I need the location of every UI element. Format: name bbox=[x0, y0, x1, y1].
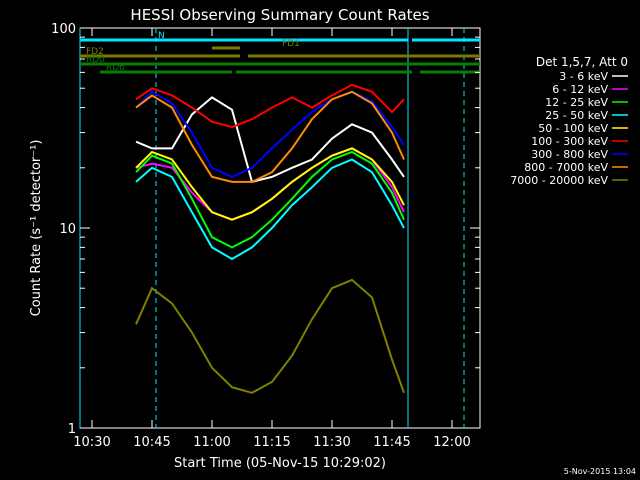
legend-label: 800 - 7000 keV bbox=[524, 161, 608, 174]
x-tick-label: 11:00 bbox=[193, 435, 230, 450]
y-tick-label: 1 bbox=[68, 422, 76, 437]
legend-label: 6 - 12 keV bbox=[552, 83, 608, 96]
y-tick-label: 10 bbox=[59, 222, 76, 237]
x-axis-ticks: 10:30 10:45 11:00 11:15 11:30 11:45 12:00 bbox=[73, 28, 471, 450]
timestamp-stamp: 5-Nov-2015 13:04 bbox=[564, 467, 636, 476]
x-tick-label: 10:30 bbox=[73, 435, 110, 450]
legend-label: 25 - 50 keV bbox=[545, 109, 608, 122]
legend-label: 7000 - 20000 keV bbox=[510, 174, 608, 187]
x-tick-label: 11:45 bbox=[373, 435, 410, 450]
series-line bbox=[135, 83, 405, 129]
legend-label: 3 - 6 keV bbox=[559, 70, 608, 83]
flag-label: N bbox=[158, 31, 165, 41]
y-axis-label: Count Rate (s⁻¹ detector⁻¹) bbox=[29, 140, 44, 317]
legend-label: 50 - 100 keV bbox=[538, 122, 608, 135]
series-line bbox=[135, 147, 405, 221]
x-tick-label: 11:15 bbox=[253, 435, 290, 450]
y-tick-label: 100 bbox=[51, 22, 76, 37]
flag-label: RD0 bbox=[86, 55, 105, 65]
flag-label: FD2 bbox=[86, 47, 104, 57]
legend-label: 12 - 25 keV bbox=[545, 96, 608, 109]
series-line bbox=[135, 278, 405, 394]
legend-label: 300 - 800 keV bbox=[531, 148, 608, 161]
legend-header: Det 1,5,7, Att 0 bbox=[536, 55, 628, 69]
series-line bbox=[135, 150, 405, 249]
x-tick-label: 12:00 bbox=[433, 435, 470, 450]
x-axis-label: Start Time (05-Nov-15 10:29:02) bbox=[174, 456, 386, 471]
series-line bbox=[135, 96, 405, 184]
series-group bbox=[135, 83, 405, 394]
series-line bbox=[135, 90, 405, 178]
series-line bbox=[135, 158, 405, 261]
flag-label: FD1 bbox=[282, 39, 300, 49]
y-axis-ticks: 1 10 100 bbox=[51, 22, 480, 437]
x-tick-label: 10:45 bbox=[133, 435, 170, 450]
series-line bbox=[135, 90, 405, 183]
chart-title: HESSI Observing Summary Count Rates bbox=[130, 6, 429, 24]
flag-label: RD6 bbox=[106, 63, 125, 73]
x-tick-label: 11:30 bbox=[313, 435, 350, 450]
legend-label: 100 - 300 keV bbox=[531, 135, 608, 148]
